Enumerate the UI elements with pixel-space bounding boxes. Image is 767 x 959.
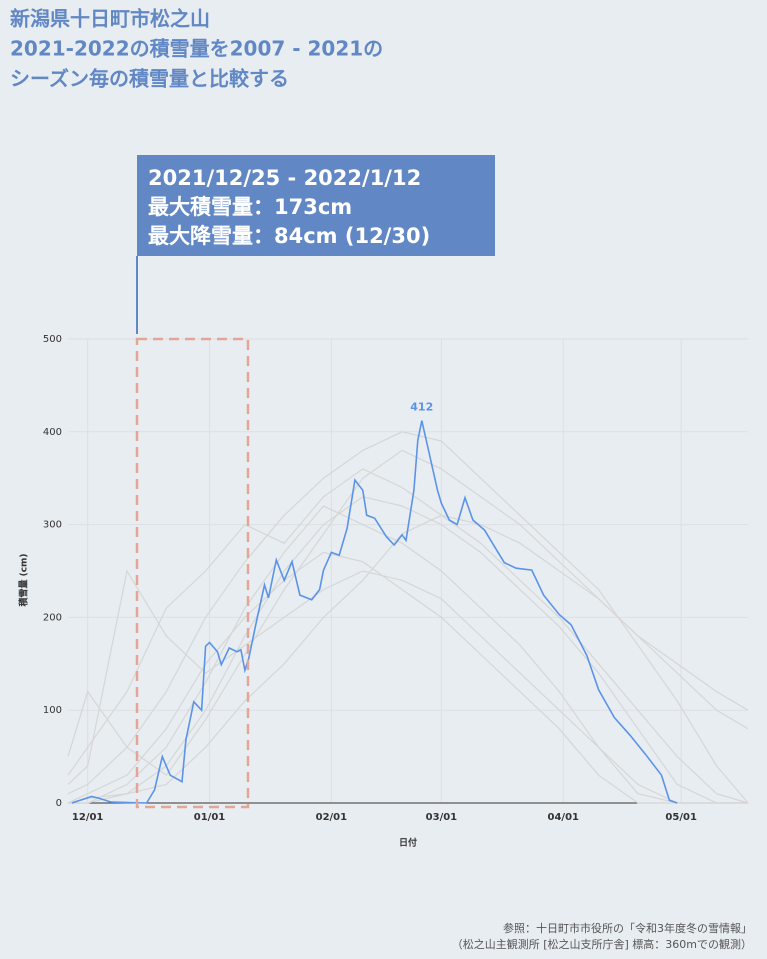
y-axis-label: 積雪量 (cm) [18, 553, 30, 607]
series-line [68, 505, 748, 804]
plot-area: 0 100 200 300 400 500 12/01 01/01 02/01 03/01 04/0… [43, 334, 749, 823]
x-tick-label: 01/01 [194, 812, 226, 823]
y-tick-label: 200 [43, 612, 62, 623]
source: 参照：十日町市市役所の「令和3年度冬の雪情報」 [503, 921, 752, 935]
x-tick-label: 02/01 [316, 812, 348, 823]
series-line [67, 449, 749, 777]
annotation-text: 最大積雪量：173cm [148, 195, 352, 219]
y-tick-label: 300 [43, 520, 62, 531]
series-line [67, 551, 748, 804]
peak-label: 412 [410, 401, 433, 414]
highlight-period [135, 337, 250, 809]
x-tick-label: 04/01 [548, 812, 580, 823]
annotation-box [137, 155, 495, 256]
x-tick-label: 12/01 [72, 812, 104, 823]
series-line [68, 496, 748, 804]
chart-title: 2021-2022の積雪量を2007 - 2021の [10, 37, 383, 61]
x-tick-label: 03/01 [426, 812, 458, 823]
source: （松之山主観測所 [松之山支所庁舎] 標高：360mでの観測） [452, 937, 752, 951]
annotation-text: 2021/12/25 - 2022/1/12 [148, 166, 421, 190]
series-line [67, 468, 749, 804]
series-line [67, 569, 748, 804]
series-line [67, 431, 749, 804]
y-tick-label: 400 [43, 427, 62, 438]
x-axis-label: 日付 [399, 837, 417, 849]
x-tick-label: 05/01 [665, 812, 697, 823]
annotation-text: 最大降雪量：84cm (12/30) [148, 224, 430, 248]
chart-title: 新潟県十日町市松之山 [10, 7, 210, 31]
y-tick-label: 100 [43, 705, 62, 716]
y-tick-label: 0 [56, 798, 62, 809]
y-tick-label: 500 [43, 334, 62, 345]
series-line [71, 420, 678, 804]
chart-title: シーズン毎の積雪量と比較する [10, 67, 289, 91]
